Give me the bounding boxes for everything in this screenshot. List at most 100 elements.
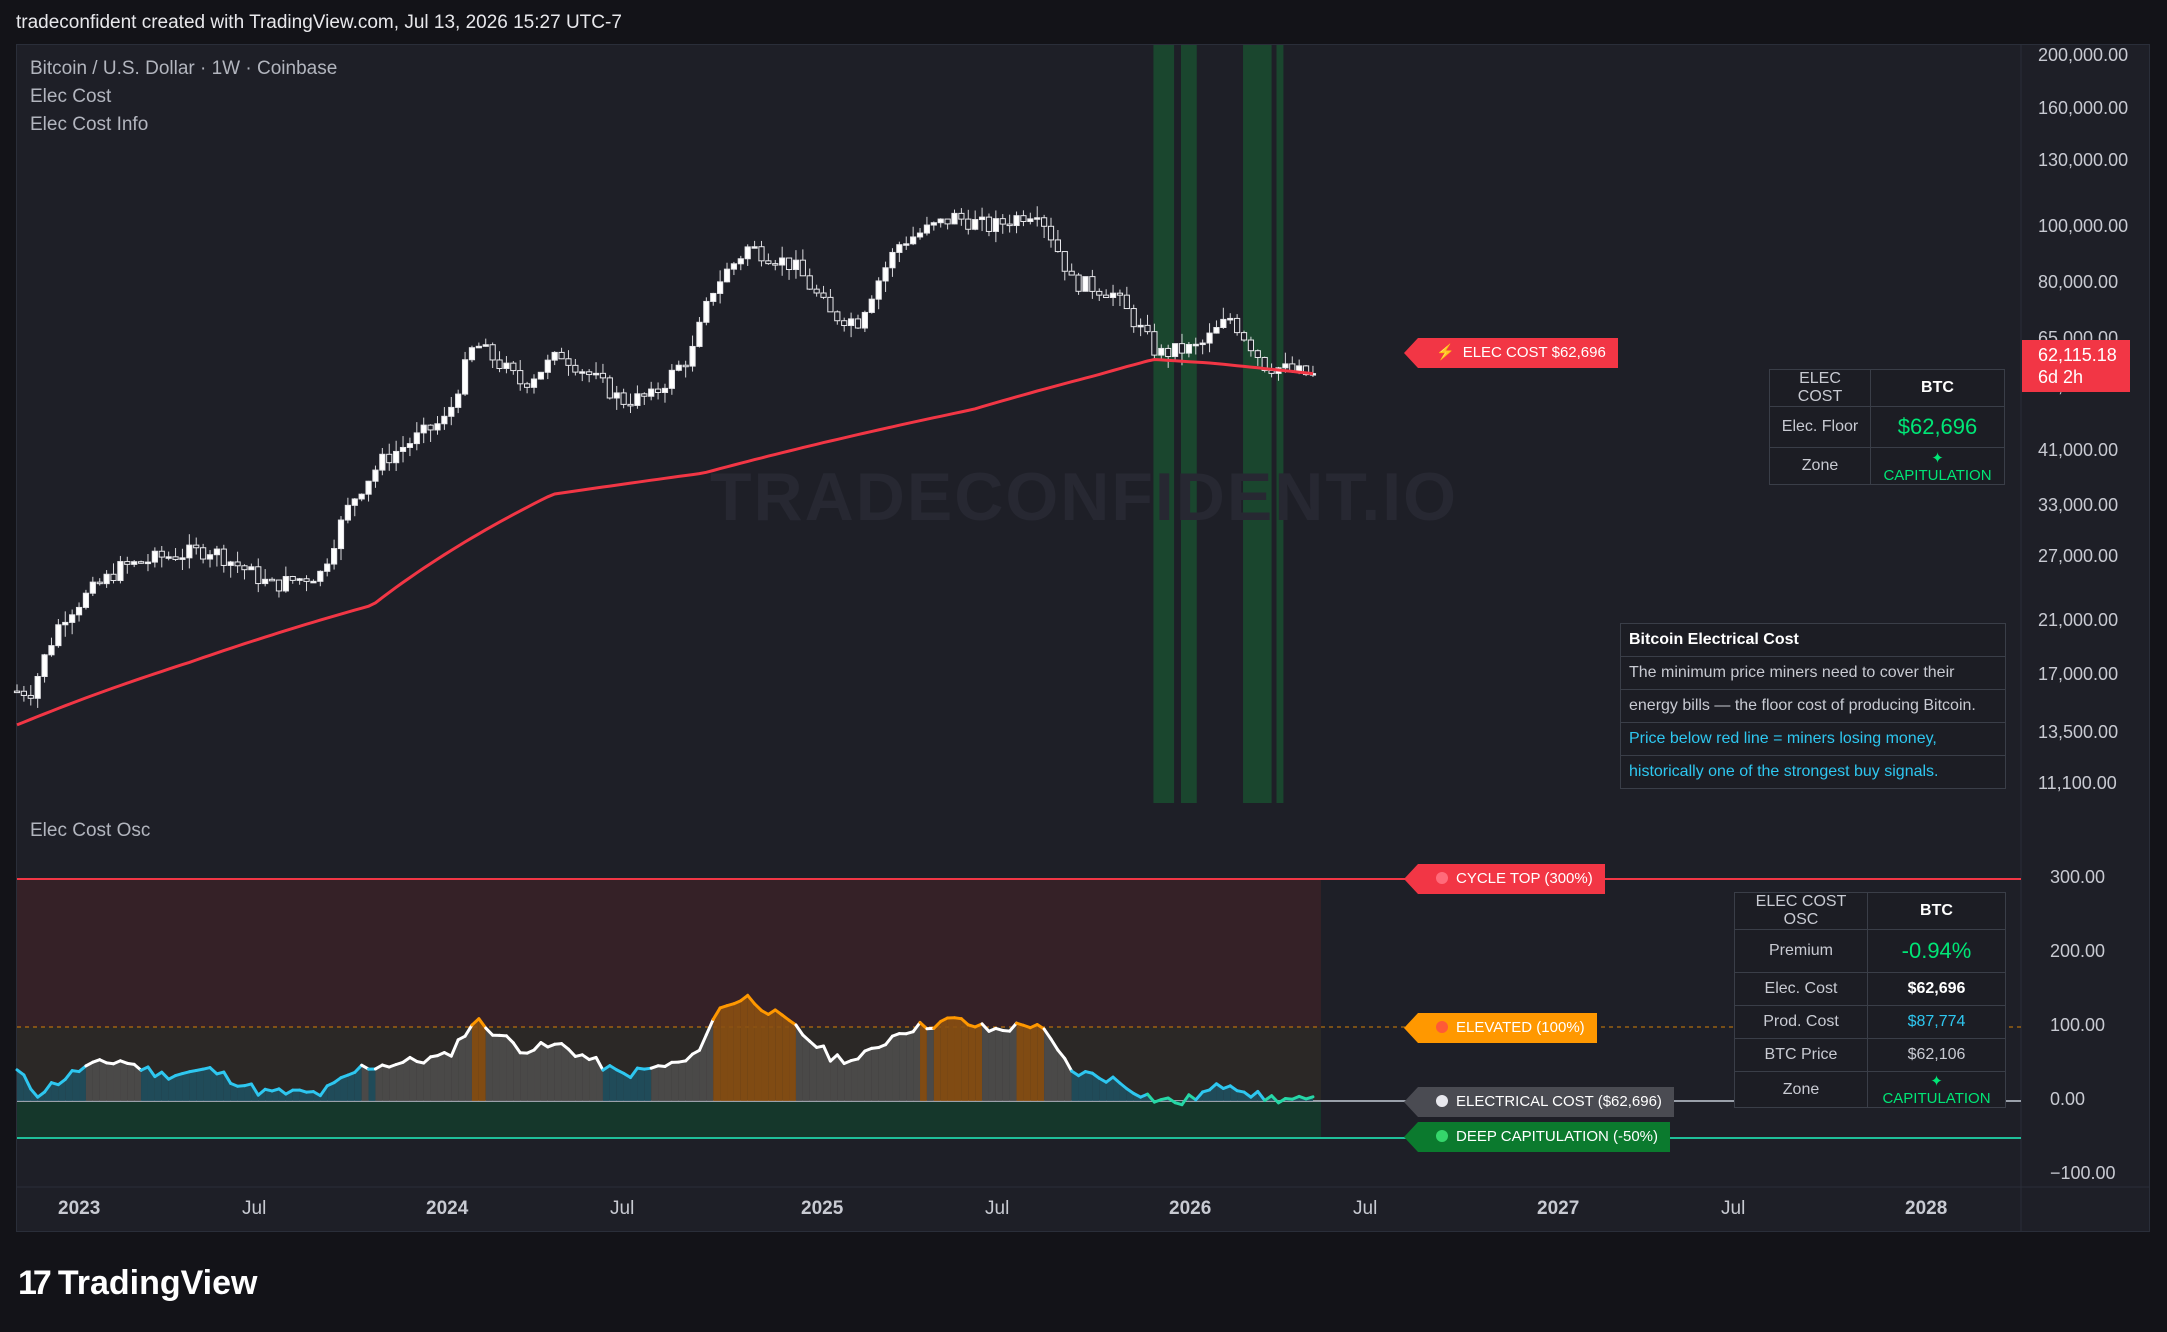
osc-fill-segment <box>182 1071 190 1101</box>
osc-fill-segment <box>1023 1025 1031 1101</box>
osc-fill-segment <box>1099 1078 1107 1101</box>
osc-fill-segment <box>802 1035 810 1101</box>
candle-up <box>668 369 675 389</box>
candle-up <box>689 345 696 367</box>
candle-up <box>1206 332 1213 344</box>
candle-down <box>985 216 993 232</box>
osc-series-segment <box>856 1049 867 1061</box>
candle-up <box>544 359 551 373</box>
osc-fill-segment <box>713 1007 721 1101</box>
osc-fill-segment <box>437 1052 445 1101</box>
candle-down <box>427 424 434 431</box>
osc-fill-segment <box>692 1050 700 1101</box>
symbol-legend[interactable]: Bitcoin / U.S. Dollar · 1W · Coinbase <box>30 58 338 79</box>
candle-up <box>661 387 669 394</box>
candle-up <box>744 246 751 260</box>
candle-down <box>124 561 131 565</box>
tradingview-logo[interactable]: 17 TradingView <box>18 1264 257 1303</box>
deep-capitulation-tag-text: DEEP CAPITULATION (-50%) <box>1456 1128 1658 1145</box>
price-axis-label: 80,000.00 <box>2038 272 2119 292</box>
candle-up <box>165 556 172 559</box>
candle-down <box>999 218 1006 225</box>
osc-zone-label: Zone <box>1734 1071 1868 1108</box>
osc-fill-segment <box>244 1083 252 1101</box>
candle-up <box>441 415 448 425</box>
osc-fill-segment <box>830 1054 838 1101</box>
indicator-legend-elec-cost[interactable]: Elec Cost <box>30 86 112 107</box>
candle-down <box>1096 290 1103 296</box>
candle-up <box>1227 317 1234 321</box>
osc-fill-segment <box>727 1003 734 1101</box>
osc-fill-segment <box>857 1051 865 1101</box>
candle-up <box>703 300 710 323</box>
osc-fill-segment <box>506 1035 514 1101</box>
osc-series-segment <box>1056 1048 1067 1061</box>
candle-up <box>675 364 682 371</box>
candle-down <box>834 311 841 322</box>
osc-series-segment <box>1042 1027 1053 1041</box>
osc-series-segment <box>132 1062 143 1072</box>
candle-down <box>1061 251 1068 272</box>
osc-fill-segment <box>444 1052 452 1101</box>
osc-series-segment <box>22 1073 33 1091</box>
candle-up <box>992 218 999 232</box>
osc-series-segment <box>932 1019 943 1030</box>
osc-table-head-right: BTC <box>1867 892 2006 930</box>
candle-down <box>13 690 21 694</box>
osc-fill-segment <box>568 1049 576 1101</box>
candle-down <box>965 218 972 230</box>
candle-up <box>351 498 358 506</box>
candle-down <box>1020 215 1027 222</box>
candle-down <box>1261 356 1268 371</box>
candle-down <box>772 263 779 266</box>
osc-fill-segment <box>492 1035 500 1101</box>
elec-table-head-right: BTC <box>1870 369 2005 407</box>
osc-fill-segment <box>375 1065 383 1101</box>
osc-legend[interactable]: Elec Cost Osc <box>30 820 151 841</box>
candle-down <box>255 566 262 585</box>
osc-series-segment <box>463 1023 474 1038</box>
candle-down <box>641 393 648 397</box>
osc-fill-segment <box>754 1003 762 1101</box>
candle-down <box>96 581 103 585</box>
candle-up <box>737 258 744 265</box>
indicator-legend-elec-cost-info[interactable]: Elec Cost Info <box>30 114 149 135</box>
candle-up <box>861 311 868 329</box>
candle-up <box>875 280 882 300</box>
osc-fill-segment <box>658 1065 665 1101</box>
osc-series-segment <box>504 1034 515 1045</box>
candle-up <box>503 362 510 369</box>
elec-cost-series <box>16 357 1314 727</box>
osc-fill-segment <box>127 1063 135 1101</box>
osc-fill-segment <box>644 1068 652 1101</box>
osc-fill-segment <box>168 1075 176 1101</box>
premium-value: -0.94% <box>1867 929 2006 973</box>
tradingview-logo-text: TradingView <box>57 1264 258 1302</box>
osc-series-segment <box>794 1023 805 1037</box>
osc-fill-segment <box>354 1065 362 1101</box>
price-axis-label: 200,000.00 <box>2038 45 2129 65</box>
candle-down <box>758 246 765 262</box>
osc-series-segment <box>208 1066 219 1076</box>
candle-up <box>75 606 83 616</box>
candle-down <box>1075 274 1082 292</box>
candle-up <box>1199 342 1206 346</box>
bar-countdown: 6d 2h <box>2038 367 2084 387</box>
osc-fill-segment <box>740 995 748 1101</box>
candle-down <box>799 259 806 277</box>
candles <box>13 206 1317 708</box>
osc-series-segment <box>801 1033 812 1043</box>
candle-down <box>275 579 283 592</box>
candle-down <box>510 362 517 372</box>
candle-up <box>1027 218 1034 222</box>
candle-down <box>386 453 393 464</box>
candle-up <box>1220 318 1227 329</box>
candle-up <box>406 443 414 448</box>
candle-up <box>1213 327 1220 334</box>
osc-fill-segment <box>223 1072 231 1101</box>
osc-fill-segment <box>368 1068 376 1101</box>
osc-fill-segment <box>809 1041 817 1101</box>
osc-series-segment <box>353 1063 364 1074</box>
osc-table-head-left: ELEC COST OSC <box>1734 892 1868 930</box>
